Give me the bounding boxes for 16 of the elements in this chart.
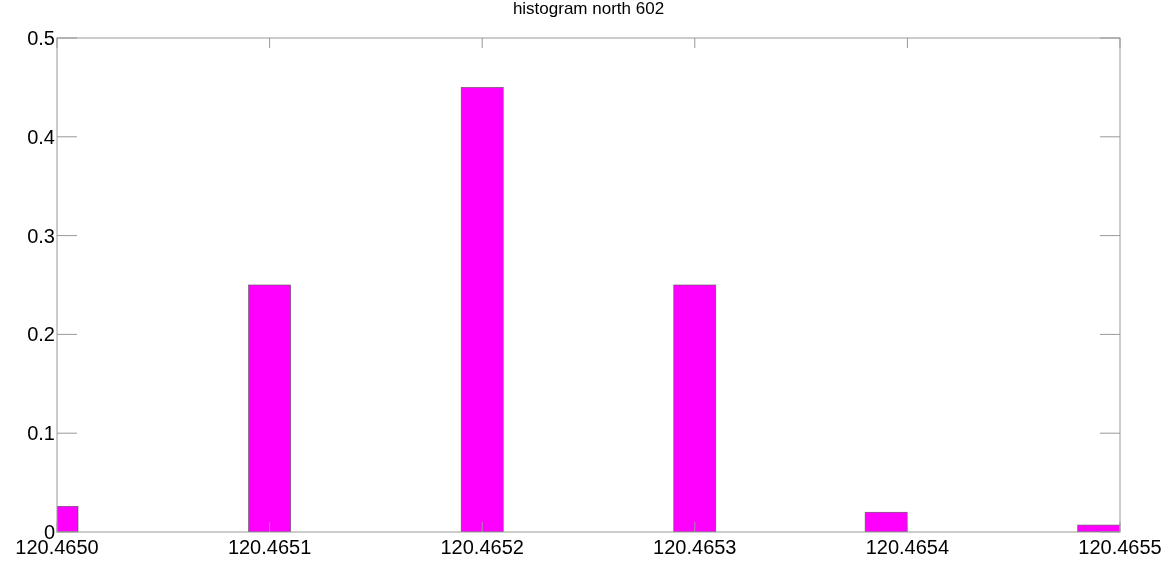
bar (864, 511, 908, 532)
bar (1077, 524, 1120, 532)
y-tick-label: 0.2 (27, 323, 55, 346)
bar (248, 284, 291, 532)
bar (460, 87, 504, 532)
x-tick-label: 120.4654 (865, 536, 950, 558)
y-tick-label: 0.5 (27, 27, 55, 49)
y-tick-label: 0.1 (27, 422, 55, 445)
x-tick-label: 120.4651 (227, 536, 312, 558)
chart-title: histogram north 602 (512, 0, 665, 18)
y-tick-label: 0.4 (27, 125, 55, 148)
bar (673, 284, 717, 532)
x-tick-label: 120.4655 (1078, 536, 1162, 558)
x-tick-label: 120.4653 (653, 536, 737, 558)
y-tick-label: 0.3 (27, 224, 55, 247)
x-tick-label: 120.4652 (440, 536, 524, 558)
